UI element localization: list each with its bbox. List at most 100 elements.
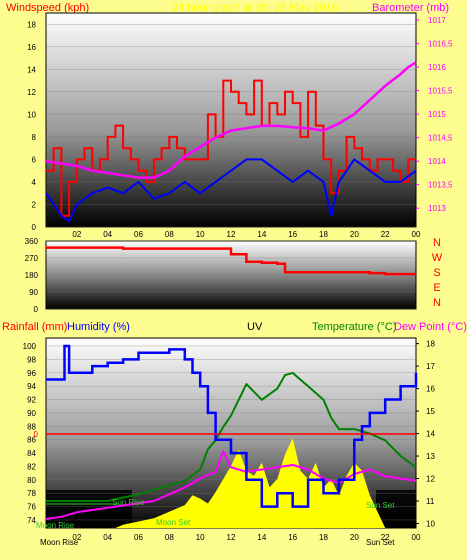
average-windspeed-series-line bbox=[45, 158, 417, 223]
wind-x-tick-label: 10 bbox=[196, 230, 205, 239]
temperature-tick-label: 11 bbox=[426, 497, 435, 506]
direction-tick-label: 90 bbox=[29, 288, 38, 297]
wind-x-tick-label: 08 bbox=[165, 230, 174, 239]
barometer-axis-title: Barometer (mb) bbox=[372, 2, 449, 14]
wind-x-tick-label: 18 bbox=[319, 230, 328, 239]
compass-letter: E bbox=[433, 282, 440, 294]
barometer-tick-label: 1015 bbox=[428, 110, 446, 119]
compass-letter: N bbox=[433, 237, 441, 249]
humidity-tick-label: 76 bbox=[27, 503, 36, 512]
temp-x-tick-label: 20 bbox=[350, 533, 359, 542]
humidity-tick-label: 94 bbox=[27, 382, 36, 391]
humidity-tick-label: 98 bbox=[27, 355, 36, 364]
humidity-tick-label: 90 bbox=[27, 409, 36, 418]
humidity-tick-label: 92 bbox=[27, 396, 36, 405]
wind-direction-series-line bbox=[46, 246, 416, 276]
temperature-tick-label: 12 bbox=[426, 475, 435, 484]
humidity-tick-label: 80 bbox=[27, 476, 36, 485]
night-shade-evening bbox=[376, 490, 416, 528]
temperature-tick-label: 13 bbox=[426, 452, 435, 461]
temperature-series-line bbox=[46, 371, 417, 502]
windspeed-tick-labels: 0 2 4 6 8 10 12 14 16 18 bbox=[27, 20, 36, 232]
barometer-tick-labels: 1013 1013,5 1014 1014,5 1015 1015,5 1016 1016,5… bbox=[416, 16, 453, 213]
temp-x-tick-label: 22 bbox=[381, 533, 390, 542]
barometer-tick-label: 1016,5 bbox=[428, 40, 453, 49]
temperature-tick-label: 18 bbox=[426, 340, 435, 349]
humidity-tick-labels: 74 76 78 80 82 84 86 88 90 92 94 96 98 100 bbox=[23, 342, 37, 525]
temp-x-tick-label: 14 bbox=[257, 533, 266, 542]
wind-panel-series bbox=[45, 61, 417, 223]
direction-panel-grid bbox=[46, 240, 416, 310]
barometer-tick-label: 1014 bbox=[428, 157, 446, 166]
humidity-axis-title: Humidity (%) bbox=[67, 321, 130, 333]
sun-set-label-bottom: Sun Set bbox=[366, 538, 395, 547]
windspeed-tick-label: 6 bbox=[32, 155, 37, 164]
direction-panel-series bbox=[46, 246, 416, 276]
temp-x-tick-label: 16 bbox=[288, 533, 297, 542]
barometer-tick-label: 1015,5 bbox=[428, 87, 453, 96]
direction-tick-label: 0 bbox=[34, 305, 39, 314]
sun-rise-label: Sun Rise bbox=[112, 498, 145, 507]
direction-tick-label: 270 bbox=[25, 254, 39, 263]
wind-x-tick-label: 12 bbox=[227, 230, 236, 239]
humidity-tick-label: 100 bbox=[23, 342, 37, 351]
wind-x-tick-label: 20 bbox=[350, 230, 359, 239]
temp-panel-series bbox=[45, 344, 418, 528]
temp-x-tick-label: 06 bbox=[134, 533, 143, 542]
windspeed-tick-label: 16 bbox=[27, 43, 36, 52]
compass-letter: N bbox=[433, 297, 441, 309]
wind-x-tick-label: 14 bbox=[257, 230, 266, 239]
temp-x-tick-label: 18 bbox=[319, 533, 328, 542]
moon-set-label: Moon Set bbox=[156, 518, 191, 527]
wind-x-tick-label: 22 bbox=[381, 230, 390, 239]
wind-x-tick-label: 00 bbox=[412, 230, 421, 239]
temp-x-tick-label: 12 bbox=[227, 533, 236, 542]
humidity-tick-label: 84 bbox=[27, 449, 36, 458]
wind-x-tick-label: 02 bbox=[72, 230, 81, 239]
temp-x-tick-label: 00 bbox=[412, 533, 421, 542]
dewpoint-series-line bbox=[45, 450, 417, 520]
temp-x-tick-label: 08 bbox=[165, 533, 174, 542]
compass-letter: W bbox=[432, 252, 443, 264]
direction-tick-label: 180 bbox=[25, 271, 39, 280]
uv-area bbox=[115, 438, 386, 528]
humidity-series-line bbox=[46, 344, 418, 508]
compass-letter: S bbox=[433, 267, 440, 279]
barometer-tick-label: 1016 bbox=[428, 63, 446, 72]
temp-x-tick-label: 04 bbox=[103, 533, 112, 542]
rainfall-axis-title: Rainfall (mm) bbox=[2, 321, 67, 333]
temperature-tick-label: 15 bbox=[426, 407, 435, 416]
temperature-axis-title: Temperature (°C) bbox=[312, 321, 396, 333]
wind-panel-x-ticks: 02 04 06 08 10 12 14 16 18 20 22 00 bbox=[72, 224, 421, 239]
windspeed-tick-label: 12 bbox=[27, 88, 36, 97]
windspeed-tick-label: 0 bbox=[32, 223, 37, 232]
windspeed-tick-label: 18 bbox=[27, 20, 36, 29]
temp-panel-x-ticks: 02 04 06 08 10 12 14 16 18 20 22 00 bbox=[72, 525, 421, 542]
wind-panel-background bbox=[45, 12, 417, 228]
humidity-tick-label: 86 bbox=[27, 436, 36, 445]
windspeed-tick-label: 2 bbox=[32, 200, 37, 209]
humidity-tick-label: 96 bbox=[27, 369, 36, 378]
moon-rise-label-top: Moon Rise bbox=[36, 521, 75, 530]
barometer-tick-label: 1014,5 bbox=[428, 134, 453, 143]
uv-axis-title: UV bbox=[247, 321, 263, 333]
temperature-tick-label: 14 bbox=[426, 430, 435, 439]
windspeed-tick-label: 4 bbox=[32, 178, 37, 187]
humidity-tick-label: 78 bbox=[27, 489, 36, 498]
graph-title: 24 hour graph at 20: 25 May 2016 bbox=[172, 2, 338, 14]
windspeed-tick-label: 14 bbox=[27, 65, 36, 74]
temperature-tick-label: 16 bbox=[426, 385, 435, 394]
temperature-tick-label: 10 bbox=[426, 520, 435, 529]
sun-set-label: Sun Set bbox=[366, 501, 395, 510]
rainfall-tick-label: 0 bbox=[34, 430, 39, 439]
barometer-tick-label: 1013 bbox=[428, 204, 446, 213]
direction-tick-label: 360 bbox=[25, 237, 39, 246]
barometer-series-line bbox=[45, 61, 417, 179]
wind-x-tick-label: 16 bbox=[288, 230, 297, 239]
dewpoint-axis-title: Dew Point (°C) bbox=[394, 321, 467, 333]
wind-x-tick-label: 04 bbox=[103, 230, 112, 239]
moon-rise-label: Moon Rise bbox=[40, 538, 79, 547]
